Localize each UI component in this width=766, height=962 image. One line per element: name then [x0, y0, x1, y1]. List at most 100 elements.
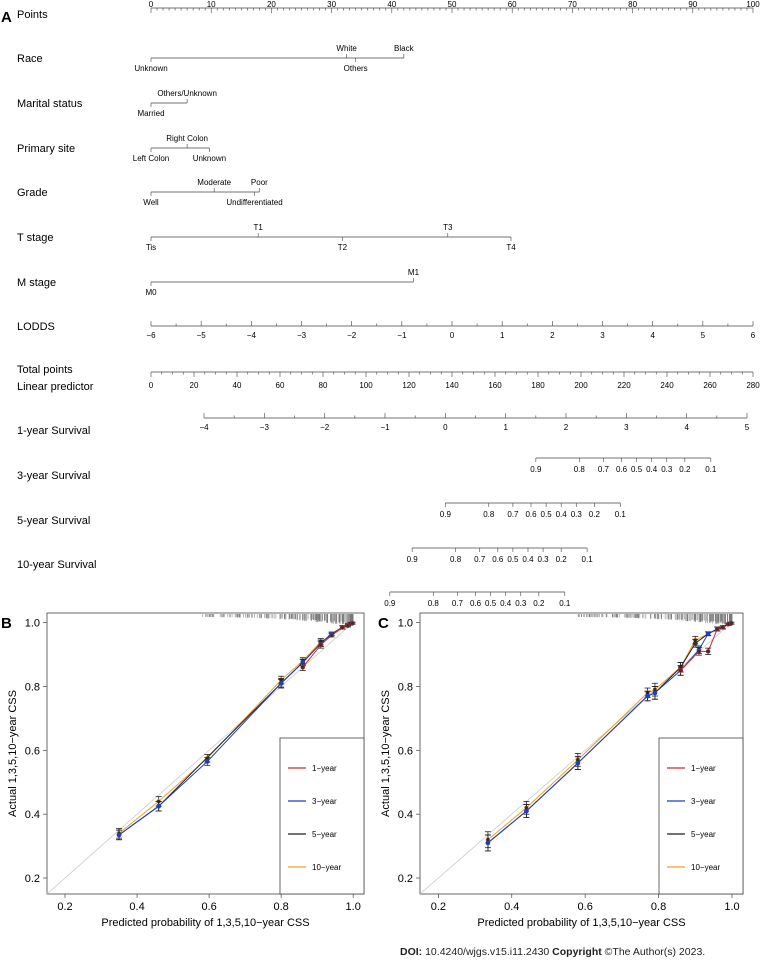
data-point-3-year [205, 759, 210, 764]
linear-predictor-tick-label: 2 [564, 423, 569, 432]
axis-label-1-year-survival: 1-year Survival [17, 425, 90, 437]
data-point-1-year [678, 668, 683, 673]
survival-tick-label-5-year-survival: 0.7 [474, 555, 486, 564]
data-point-3-year [116, 832, 122, 838]
linear-predictor-tick-label: 0 [443, 423, 448, 432]
linear-predictor-tick-label: 1 [503, 423, 508, 432]
level-label-grade: Well [143, 198, 159, 207]
y-tick-label-c: 0.6 [398, 745, 413, 757]
survival-tick-label-1-year-survival: 0.8 [574, 465, 586, 474]
linear-predictor-tick-label: −2 [320, 423, 330, 432]
total-points-tick-label: 260 [703, 381, 717, 390]
survival-tick-label-3-year-survival: 0.9 [440, 510, 452, 519]
level-label-race: Black [394, 44, 415, 53]
total-points-tick-label: 120 [402, 381, 416, 390]
survival-tick-label-3-year-survival: 0.7 [507, 510, 519, 519]
survival-tick-label-5-year-survival: 0.8 [450, 555, 462, 564]
variable-label-race: Race [17, 53, 43, 65]
linear-predictor-tick-label: 5 [745, 423, 750, 432]
figure-footer: DOI: 10.4240/wjgs.v15.i11.2430 Copyright… [400, 946, 705, 958]
data-point-1-year [705, 649, 711, 654]
survival-tick-label-1-year-survival: 0.2 [679, 465, 691, 474]
level-label-primary-site: Left Colon [133, 154, 169, 163]
x-tick-label-b: 0.8 [273, 901, 288, 913]
level-label-marital-status: Married [137, 109, 164, 118]
survival-tick-label-1-year-survival: 0.5 [631, 465, 643, 474]
survival-tick-label-5-year-survival: 0.2 [556, 555, 568, 564]
lodds-tick-label: 1 [500, 331, 505, 340]
level-label-race: Unknown [134, 64, 167, 73]
survival-tick-label-10-year-survival: 0.5 [485, 599, 497, 608]
legend-box-b [279, 737, 365, 895]
level-label-grade: Moderate [197, 178, 231, 187]
total-points-tick-label: 180 [531, 381, 545, 390]
data-point-1-year [696, 649, 702, 654]
survival-tick-label-3-year-survival: 0.6 [525, 510, 537, 519]
points-tick-label: 50 [448, 0, 457, 9]
survival-tick-label-10-year-survival: 0.3 [515, 599, 527, 608]
survival-tick-label-3-year-survival: 0.5 [541, 510, 553, 519]
data-point-1-year [350, 620, 355, 626]
y-tick-label-b: 0.8 [25, 681, 40, 693]
data-point-1-year [720, 625, 726, 630]
x-tick-label-c: 1.0 [724, 901, 739, 913]
calibration-panel-c: C 0.2 0.4 0.6 0.8 1.0 0.2 0.4 0.6 0.8 1.0 Predicted… [378, 612, 744, 929]
points-tick-label: 30 [327, 0, 336, 9]
legend-label-3-year: 3−year [312, 797, 337, 806]
linear-predictor-tick-label: −3 [260, 423, 270, 432]
panel-label-c: C [378, 615, 389, 632]
lodds-tick-label: 6 [751, 331, 756, 340]
lodds-tick-label: −5 [197, 331, 207, 340]
variable-label-grade: Grade [17, 187, 48, 199]
x-tick-label-b: 1.0 [346, 901, 361, 913]
x-tick-label-c: 0.8 [651, 901, 666, 913]
total-points-tick-label: 0 [149, 381, 154, 390]
axis-label-3-year-survival: 3-year Survival [17, 470, 90, 482]
data-point-3-year [156, 803, 161, 809]
y-tick-label-c: 0.2 [398, 873, 413, 885]
survival-tick-label-3-year-survival: 0.2 [589, 510, 601, 519]
survival-tick-label-10-year-survival: 0.8 [428, 599, 440, 608]
level-label-race: White [336, 44, 357, 53]
level-label-race: Others [344, 64, 368, 73]
survival-tick-label-1-year-survival: 0.6 [616, 465, 628, 474]
survival-tick-label-5-year-survival: 0.6 [492, 555, 504, 564]
data-point-5-year [692, 641, 698, 646]
total-points-tick-label: 20 [190, 381, 199, 390]
lodds-tick-label: 2 [550, 331, 555, 340]
y-tick-label-b: 0.6 [25, 745, 40, 757]
total-points-tick-label: 240 [660, 381, 674, 390]
lodds-tick-label: −2 [347, 331, 357, 340]
level-label-t-stage: T4 [506, 243, 516, 252]
level-label-t-stage: T3 [443, 223, 453, 232]
survival-tick-label-3-year-survival: 0.1 [615, 510, 627, 519]
total-points-tick-label: 40 [233, 381, 242, 390]
variable-label-lodds: LODDS [17, 321, 55, 333]
survival-tick-label-3-year-survival: 0.4 [556, 510, 568, 519]
y-tick-label-c: 0.8 [398, 681, 413, 693]
total-points-tick-label: 200 [574, 381, 588, 390]
x-tick-label-b: 0.2 [57, 901, 72, 913]
x-tick-label-b: 0.4 [129, 901, 144, 913]
survival-tick-label-1-year-survival: 0.7 [598, 465, 610, 474]
axis-label-10-year-survival: 10-year Survival [17, 559, 96, 571]
survival-tick-label-5-year-survival: 0.9 [407, 555, 419, 564]
y-axis-label-c: Actual 1,3,5,10−year CSS [380, 690, 392, 817]
legend-box-c [658, 737, 744, 895]
total-points-tick-label: 140 [445, 381, 459, 390]
lodds-tick-label: −3 [297, 331, 307, 340]
survival-tick-label-5-year-survival: 0.5 [507, 555, 519, 564]
survival-tick-label-5-year-survival: 0.1 [582, 555, 594, 564]
points-tick-label: 80 [628, 0, 637, 9]
survival-tick-label-10-year-survival: 0.6 [470, 599, 482, 608]
total-points-tick-label: 280 [746, 381, 760, 390]
legend-label-1-year: 1−year [312, 764, 337, 773]
variable-label-primary-site: Primary site [17, 143, 75, 155]
data-point-1-year [715, 626, 720, 632]
calibration-panel-b: B 0.2 0.4 0.6 0.8 1.0 0.2 0.4 0.6 0.8 1.0 Predicted… [1, 612, 365, 929]
axis-label-total-points: Total points [17, 364, 73, 376]
copyright-label: Copyright [552, 946, 602, 958]
survival-tick-label-1-year-survival: 0.1 [705, 465, 717, 474]
